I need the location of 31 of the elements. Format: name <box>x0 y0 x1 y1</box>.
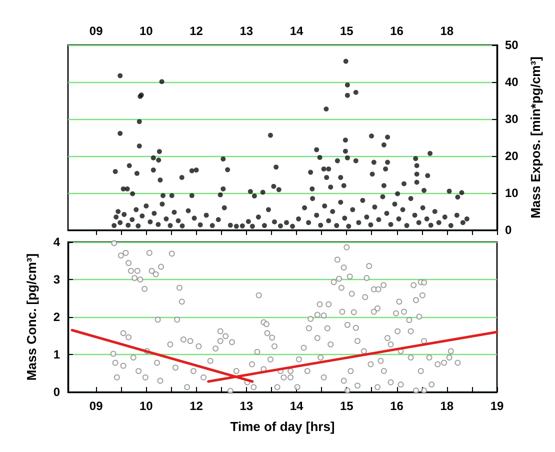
x-tick-label: 15 <box>340 399 354 413</box>
y-tick-label: 10 <box>505 186 519 200</box>
y-tick-label: 2 <box>53 310 60 324</box>
y-tick-label: 50 <box>505 38 519 52</box>
x-tick-label: 12 <box>190 399 204 413</box>
x-tick-label: 09 <box>89 24 104 38</box>
y-tick-label: 20 <box>505 149 519 163</box>
x-tick-label: 12 <box>190 24 204 38</box>
y-tick-label: 40 <box>505 75 519 89</box>
x-tick-label: 15 <box>340 24 354 38</box>
x-tick-label: 10 <box>140 399 154 413</box>
y-tick-label: 4 <box>53 235 60 249</box>
x-tick-label: 13 <box>240 399 254 413</box>
x-tick-label: 18 <box>440 24 454 38</box>
x-tick-label: 10 <box>140 24 154 38</box>
x-tick-label: 14 <box>290 399 304 413</box>
y-tick-label: 1 <box>53 348 60 362</box>
y-tick-label: 0 <box>53 385 60 399</box>
x-tick-label: 14 <box>290 24 304 38</box>
x-tick-label: 09 <box>89 399 104 413</box>
y-tick-label: 30 <box>505 112 519 126</box>
x-tick-label: 13 <box>240 24 254 38</box>
y-axis-title: Mass Conc. [pg/cm³] <box>24 253 39 381</box>
x-axis-title: Time of day [hrs] <box>230 419 335 434</box>
x-tick-label: 16 <box>390 24 404 38</box>
y-axis-title: Mass Expos. [min*pg/cm³] <box>528 56 544 218</box>
y-tick-label: 0 <box>505 223 512 237</box>
x-tick-label: 16 <box>390 399 404 413</box>
x-tick-label: 19 <box>490 399 504 413</box>
x-tick-label: 18 <box>440 399 454 413</box>
y-tick-label: 3 <box>53 272 60 286</box>
